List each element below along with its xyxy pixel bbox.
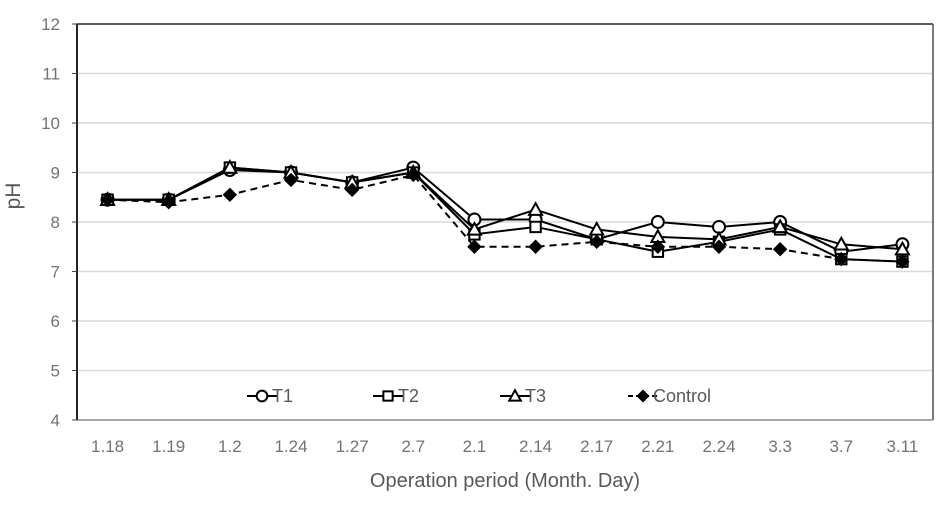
- x-tick-label: 1.24: [274, 437, 307, 456]
- legend-label: Control: [653, 386, 711, 406]
- diamond-marker: [528, 239, 543, 254]
- y-tick-label: 8: [51, 213, 60, 232]
- diamond-marker: [834, 251, 849, 267]
- diamond-marker: [711, 239, 727, 254]
- x-tick-label: 2.7: [401, 437, 425, 456]
- x-tick-label: 1.2: [218, 437, 242, 456]
- legend: T1 T2 T3 Control: [247, 386, 711, 406]
- diamond-marker: [895, 254, 910, 269]
- legend-item-T2: T2: [373, 386, 419, 406]
- x-tick-label: 3.11: [887, 437, 919, 456]
- diamond-marker: [222, 187, 238, 202]
- x-tick-label: 3.7: [829, 437, 853, 456]
- square-marker: [382, 390, 394, 402]
- y-tick-labels: 4 5 6 7 8 9 10 11 12: [41, 15, 60, 430]
- triangle-marker: [221, 158, 239, 174]
- diamond-marker: [406, 167, 421, 183]
- diamond-marker: [100, 192, 115, 207]
- circle-marker: [255, 389, 269, 403]
- legend-label: T2: [398, 386, 419, 406]
- y-tick-label: 7: [51, 263, 60, 282]
- x-tick-label: 2.14: [519, 437, 552, 456]
- x-axis-title: Operation period (Month. Day): [370, 470, 640, 492]
- diamond-marker: [650, 239, 666, 254]
- legend-label: T1: [272, 386, 293, 406]
- y-tick-label: 5: [51, 362, 60, 381]
- x-tick-labels: 1.18 1.19 1.2 1.24 1.27 2.7 2.1 2.14 2.17 2.21 2.2…: [91, 437, 918, 456]
- y-tick-label: 9: [51, 164, 60, 183]
- x-tick-label: 1.27: [336, 437, 369, 456]
- x-tick-label: 2.24: [702, 437, 735, 456]
- y-axis-title: pH: [2, 183, 25, 210]
- diamond-marker: [161, 194, 176, 210]
- series-Control: [100, 167, 910, 269]
- diamond-marker: [467, 239, 482, 254]
- triangle-marker: [771, 218, 789, 234]
- series-line-Control: [107, 173, 903, 263]
- y-tick-label: 6: [51, 312, 60, 331]
- y-tick-label: 4: [51, 411, 60, 430]
- circle-marker: [650, 215, 665, 229]
- series-line-T3: [107, 166, 903, 251]
- x-tick-label: 3.3: [768, 437, 792, 456]
- x-tick-label: 1.18: [91, 437, 124, 456]
- square-marker: [529, 220, 542, 234]
- x-tick-label: 2.1: [463, 437, 487, 456]
- y-tick-label: 11: [42, 65, 60, 84]
- triangle-marker: [466, 220, 483, 236]
- legend-item-T1: T1: [247, 386, 293, 406]
- x-tick-label: 1.19: [152, 437, 185, 456]
- y-tick-label: 10: [41, 114, 60, 133]
- triangle-marker: [833, 235, 850, 251]
- triangle-marker: [507, 388, 523, 402]
- legend-label: T3: [525, 386, 546, 406]
- legend-item-T3: T3: [500, 386, 546, 406]
- diamond-marker: [283, 172, 299, 188]
- diamond-marker: [636, 389, 650, 403]
- x-tick-label: 2.21: [641, 437, 674, 456]
- x-tick-label: 2.17: [580, 437, 613, 456]
- axes: [72, 23, 934, 421]
- diamond-marker: [772, 242, 788, 257]
- legend-item-Control: Control: [628, 386, 711, 406]
- diamond-marker: [344, 182, 360, 198]
- diamond-marker: [589, 234, 604, 250]
- triangle-marker: [527, 201, 544, 216]
- y-tick-label: 12: [41, 15, 60, 34]
